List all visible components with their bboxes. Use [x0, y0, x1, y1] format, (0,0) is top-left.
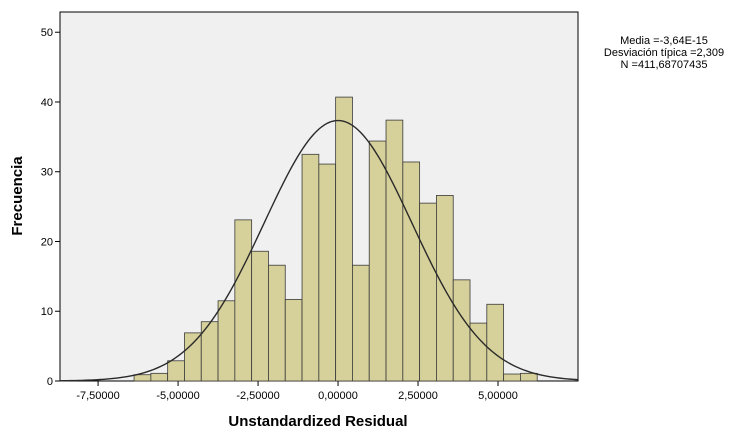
- bar: [150, 372, 169, 382]
- y-tick-label: 50: [41, 27, 53, 39]
- stats-line: Media =-3,64E-15: [620, 35, 708, 47]
- bar: [318, 163, 337, 382]
- x-axis-label: Unstandardized Residual: [228, 413, 407, 430]
- bar: [335, 96, 353, 382]
- bar: [284, 298, 303, 382]
- bar: [352, 264, 370, 382]
- bar: [452, 279, 471, 382]
- bar: [503, 373, 521, 382]
- bar: [167, 360, 185, 382]
- stats-label: N =: [621, 59, 638, 71]
- y-axis-label: Frecuencia: [9, 156, 26, 236]
- stats-value: 2,309: [697, 47, 725, 59]
- y-tick-label: 30: [41, 167, 53, 179]
- bar: [520, 372, 538, 382]
- y-tick-label: 20: [41, 236, 53, 248]
- bar: [301, 153, 320, 382]
- stats-label: Media =: [620, 35, 659, 47]
- bar: [385, 119, 404, 382]
- normal-curve: [59, 119, 579, 382]
- bar: [234, 219, 253, 382]
- bar: [419, 202, 437, 382]
- stats-label: Desviación típica =: [604, 47, 697, 59]
- bar: [368, 140, 387, 382]
- bar: [268, 264, 286, 382]
- x-tick-label: -2,50000: [236, 390, 279, 402]
- stats-line: Desviación típica =2,309: [604, 47, 724, 59]
- bar: [402, 161, 421, 382]
- x-tick-label: 0,00000: [318, 390, 358, 402]
- x-tick-label: -7,50000: [76, 390, 119, 402]
- bar: [486, 303, 505, 382]
- x-tick-label: -5,00000: [156, 390, 199, 402]
- bar: [251, 250, 269, 382]
- y-tick-label: 10: [41, 306, 53, 318]
- stats-value: -3,64E-15: [660, 35, 708, 47]
- x-tick-label: 5,00000: [478, 390, 518, 402]
- bar: [217, 300, 236, 382]
- stats-line: N =411,68707435: [621, 59, 708, 71]
- y-tick-label: 40: [41, 97, 53, 109]
- bar: [133, 374, 152, 382]
- x-tick-label: 2,50000: [398, 390, 438, 402]
- stats-value: 411,68707435: [638, 59, 708, 71]
- y-tick-label: 0: [47, 376, 53, 388]
- bar: [184, 332, 202, 382]
